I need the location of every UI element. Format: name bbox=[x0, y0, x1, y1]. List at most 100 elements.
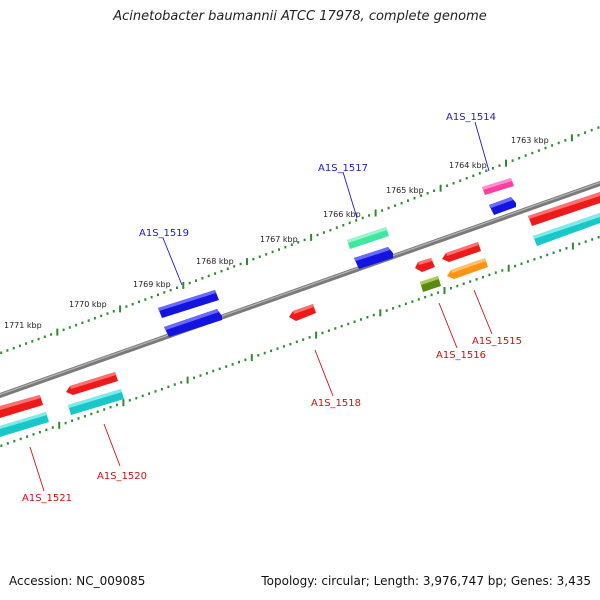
minor-tick bbox=[93, 317, 96, 320]
minor-tick bbox=[38, 430, 41, 434]
minor-tick bbox=[524, 154, 527, 157]
minor-tick bbox=[385, 309, 388, 312]
major-tick bbox=[570, 134, 573, 142]
gene-forward-2[interactable] bbox=[354, 247, 393, 269]
gene-label-a1s-1520[interactable]: A1S_1520 bbox=[97, 471, 147, 482]
minor-tick bbox=[220, 269, 223, 273]
major-tick bbox=[119, 305, 122, 313]
minor-tick bbox=[100, 314, 103, 318]
major-tick bbox=[246, 258, 248, 266]
gene-label-a1s-1514[interactable]: A1S_1514 bbox=[446, 112, 496, 123]
gene-a1s-1515[interactable] bbox=[447, 258, 488, 279]
minor-tick bbox=[282, 345, 285, 348]
minor-tick bbox=[295, 340, 298, 344]
minor-tick bbox=[252, 257, 255, 261]
minor-tick bbox=[77, 417, 80, 420]
minor-tick bbox=[131, 303, 134, 306]
minor-tick bbox=[335, 226, 338, 229]
minor-tick bbox=[472, 174, 475, 177]
scale-label: 1771 kbp bbox=[4, 321, 42, 330]
gene-reverse-3[interactable] bbox=[66, 372, 118, 395]
minor-tick bbox=[334, 327, 337, 330]
minor-tick bbox=[478, 172, 481, 175]
minor-tick bbox=[154, 390, 157, 393]
gene-reverse-2[interactable] bbox=[442, 242, 481, 262]
minor-tick bbox=[239, 262, 242, 266]
minor-tick bbox=[25, 342, 28, 345]
label-leaders bbox=[29, 121, 493, 492]
gene-label-a1s-1516[interactable]: A1S_1516 bbox=[436, 350, 486, 361]
gene-label-a1s-1518[interactable]: A1S_1518 bbox=[311, 398, 361, 409]
gene-reverse-1[interactable] bbox=[415, 258, 435, 272]
gene-forward-3[interactable] bbox=[164, 309, 222, 337]
minor-tick bbox=[257, 354, 260, 357]
minor-tick bbox=[465, 177, 468, 180]
gene-forward-4[interactable] bbox=[528, 192, 600, 226]
minor-tick bbox=[531, 151, 534, 155]
minor-tick bbox=[407, 199, 409, 202]
minor-tick bbox=[207, 274, 210, 278]
gene-forward-1[interactable] bbox=[489, 197, 516, 215]
gene-a1s-1521[interactable] bbox=[0, 412, 49, 437]
gene-label-a1s-1519[interactable]: A1S_1519 bbox=[139, 228, 189, 239]
gene-label-a1s-1517[interactable]: A1S_1517 bbox=[318, 163, 368, 174]
minor-tick bbox=[138, 300, 140, 304]
gene-a1s-1520[interactable] bbox=[68, 389, 124, 415]
gene-label-a1s-1521[interactable]: A1S_1521 bbox=[22, 493, 72, 504]
minor-tick bbox=[62, 328, 65, 332]
minor-tick bbox=[6, 349, 9, 352]
accession-text: Accession: NC_009085 bbox=[9, 574, 146, 588]
minor-tick bbox=[462, 282, 465, 285]
minor-tick bbox=[456, 284, 459, 288]
minor-tick bbox=[238, 360, 240, 364]
gene-forward-5[interactable] bbox=[533, 213, 600, 246]
major-tick bbox=[56, 328, 59, 336]
major-tick bbox=[122, 399, 125, 407]
major-tick bbox=[505, 159, 507, 167]
minor-tick bbox=[526, 260, 529, 263]
minor-tick bbox=[398, 304, 401, 308]
minor-tick bbox=[231, 363, 234, 366]
minor-tick bbox=[271, 250, 274, 254]
minor-tick bbox=[329, 228, 332, 232]
minor-tick bbox=[353, 320, 356, 323]
minor-tick bbox=[302, 338, 305, 341]
minor-tick bbox=[112, 310, 115, 313]
minor-tick bbox=[0, 444, 3, 447]
gene-a1s-1518[interactable] bbox=[289, 304, 316, 321]
major-tick bbox=[571, 242, 574, 250]
gene-label-a1s-1515[interactable]: A1S_1515 bbox=[472, 336, 522, 347]
minor-tick bbox=[244, 358, 247, 362]
minor-tick bbox=[559, 249, 562, 252]
major-tick bbox=[250, 354, 253, 362]
minor-tick bbox=[13, 439, 16, 443]
minor-tick bbox=[449, 287, 452, 290]
major-tick bbox=[310, 233, 313, 241]
scale-label: 1769 kbp bbox=[133, 280, 171, 289]
gene-a1s-1514[interactable] bbox=[482, 178, 514, 195]
gene-a1s-1516[interactable] bbox=[420, 276, 441, 292]
major-tick bbox=[58, 421, 61, 429]
minor-tick bbox=[368, 214, 371, 217]
minor-tick bbox=[539, 255, 542, 259]
minor-tick bbox=[297, 241, 300, 244]
minor-tick bbox=[392, 307, 395, 310]
minor-tick bbox=[498, 164, 501, 167]
gene-reverse-4[interactable] bbox=[0, 395, 43, 418]
minor-tick bbox=[584, 240, 587, 243]
minor-tick bbox=[205, 372, 208, 375]
minor-tick bbox=[265, 253, 268, 256]
minor-tick bbox=[482, 275, 484, 279]
minor-tick bbox=[218, 367, 221, 371]
minor-tick bbox=[96, 410, 99, 413]
minor-tick bbox=[494, 271, 497, 274]
gene-a1s-1519[interactable] bbox=[158, 290, 219, 318]
minor-tick bbox=[163, 291, 166, 294]
major-tick bbox=[379, 309, 382, 317]
minor-tick bbox=[413, 196, 416, 200]
minor-tick bbox=[591, 238, 594, 241]
major-tick bbox=[374, 209, 377, 217]
minor-tick bbox=[199, 374, 202, 377]
major-tick bbox=[507, 264, 510, 272]
gene-a1s-1517[interactable] bbox=[347, 227, 389, 249]
